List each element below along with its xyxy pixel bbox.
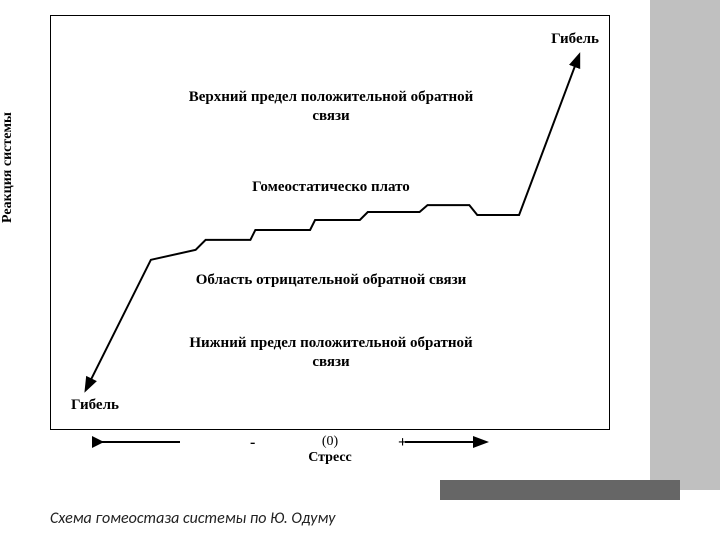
label-death-bottom: Гибель: [71, 397, 119, 414]
label-death-top: Гибель: [551, 31, 599, 48]
chart-frame: Гибель Гибель Верхний предел положительн…: [50, 15, 610, 430]
decor-right-strip: [650, 0, 720, 490]
label-neg-feedback-region: Область отрицательной обратной связи: [181, 271, 481, 290]
decor-bottom-bar: [440, 480, 680, 500]
y-axis-label: Реакция системы: [0, 112, 16, 223]
figure-caption: Схема гомеостаза системы по Ю. Одуму: [50, 509, 400, 528]
label-lower-limit: Нижний предел положительной обратной свя…: [181, 334, 481, 372]
label-upper-limit: Верхний предел положительной обратной св…: [181, 88, 481, 126]
x-axis-zero: (0): [50, 434, 610, 450]
x-axis-label: Стресс: [50, 450, 610, 466]
label-plateau: Гомеостатическо плато: [181, 178, 481, 197]
